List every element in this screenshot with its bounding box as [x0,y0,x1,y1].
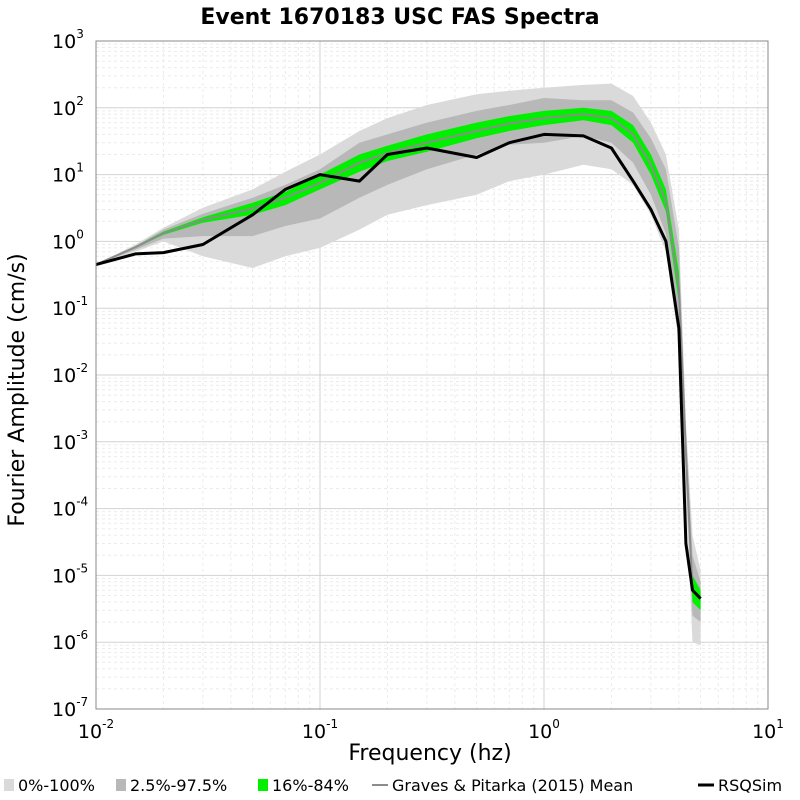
x-axis-label: Frequency (hz) [348,741,511,766]
legend-label: RSQSim [718,776,782,795]
y-tick-label: 100 [52,227,84,253]
y-tick-label: 10-5 [52,561,88,587]
y-tick-label: 10-3 [52,428,88,454]
data-lines [95,113,702,600]
series-line-0 [95,113,702,600]
grid [95,41,768,710]
x-tick-label: 10-1 [302,717,338,743]
legend-label: 2.5%-97.5% [130,776,227,795]
y-tick-label: 103 [52,27,84,53]
legend-label: Graves & Pitarka (2015) Mean [392,776,633,795]
chart-title: Event 1670183 USC FAS Spectra [200,5,599,30]
y-tick-labels: 103 102 101 100 10-1 10-2 10-3 10-4 10-5 10-6 10-7 [52,27,88,721]
band-1 [96,98,701,623]
y-tick-label: 10-7 [52,695,88,721]
x-tick-label: 101 [752,717,784,743]
y-tick-label: 10-6 [52,628,88,654]
y-tick-label: 102 [52,94,84,120]
legend-swatch [4,779,14,791]
y-tick-label: 10-2 [52,361,88,387]
legend-label: 0%-100% [18,776,95,795]
legend-swatch [258,779,268,791]
x-tick-labels: 10-2 10-1 100 101 [78,717,784,743]
y-tick-label: 10-1 [52,294,88,320]
legend: 0%-100% 2.5%-97.5% 16%-84% Graves & Pitarka… [4,776,782,795]
y-tick-label: 101 [52,161,84,187]
percentile-bands [96,83,701,646]
y-tick-label: 10-4 [52,495,88,521]
plot-frame [95,40,769,710]
legend-swatch [116,779,126,791]
x-tick-label: 100 [528,717,560,743]
legend-label: 16%-84% [272,776,349,795]
series-line-1 [95,132,702,600]
x-tick-label: 10-2 [78,717,114,743]
y-axis-label: Fourier Amplitude (cm/s) [5,253,30,526]
